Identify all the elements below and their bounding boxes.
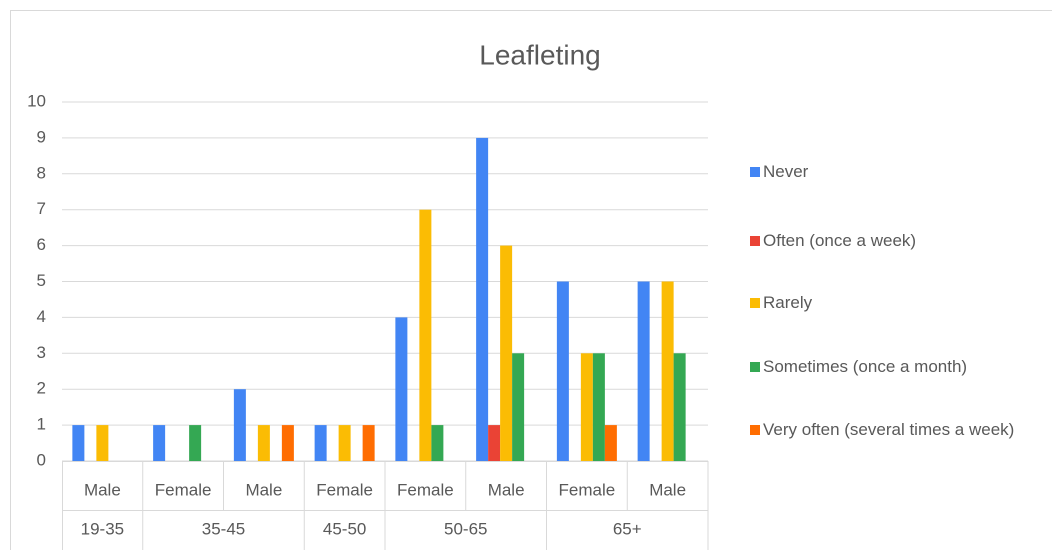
legend-label: Often (once a week) [763, 231, 917, 250]
y-tick-label: 8 [37, 163, 46, 182]
bar [338, 425, 351, 461]
group-label: 45-50 [323, 519, 366, 538]
y-tick-label: 7 [37, 199, 46, 218]
group-label: 65+ [613, 519, 642, 538]
y-tick-label: 10 [27, 91, 46, 110]
x-tick-label: Male [649, 480, 686, 499]
bar [362, 425, 375, 461]
x-tick-label: Male [488, 480, 525, 499]
legend-label: Never [763, 162, 809, 181]
legend-swatch [750, 167, 760, 177]
bar [314, 425, 327, 461]
bar [257, 425, 270, 461]
legend-swatch [750, 362, 760, 372]
y-tick-label: 5 [37, 271, 46, 290]
legend-item: Often (once a week) [750, 230, 1040, 252]
chart-border [10, 10, 1052, 550]
bar [661, 281, 674, 461]
bar [500, 245, 513, 461]
bar [96, 425, 109, 461]
bar [419, 209, 432, 461]
bar [476, 137, 489, 461]
legend-item: Sometimes (once a month) [750, 356, 1040, 378]
legend-swatch [750, 425, 760, 435]
legend-item: Rarely [750, 292, 1040, 314]
x-tick-label: Female [316, 480, 373, 499]
y-tick-label: 0 [37, 450, 46, 469]
y-tick-label: 6 [37, 235, 46, 254]
bar [153, 425, 166, 461]
bar [604, 425, 617, 461]
y-tick-label: 9 [37, 127, 46, 146]
group-label: 19-35 [81, 519, 124, 538]
legend-item: Never [750, 161, 1040, 183]
chart-title: Leafleting [479, 39, 600, 70]
bar [431, 425, 444, 461]
y-tick-label: 4 [37, 307, 46, 326]
bar [556, 281, 569, 461]
bar [189, 425, 202, 461]
y-tick-label: 1 [37, 415, 46, 434]
bar [281, 425, 294, 461]
x-tick-label: Male [84, 480, 121, 499]
y-tick-label: 2 [37, 379, 46, 398]
legend-item: Very often (several times a week) [750, 419, 1040, 441]
legend-swatch [750, 298, 760, 308]
x-tick-label: Male [245, 480, 282, 499]
bar [512, 353, 525, 461]
bar [580, 353, 593, 461]
x-tick-label: Female [155, 480, 212, 499]
x-tick-label: Female [397, 480, 454, 499]
bar [592, 353, 605, 461]
bar [673, 353, 686, 461]
bar [233, 389, 246, 461]
bar [395, 317, 408, 461]
x-tick-label: Female [559, 480, 616, 499]
group-label: 50-65 [444, 519, 487, 538]
group-label: 35-45 [202, 519, 245, 538]
legend-label: Sometimes (once a month) [763, 357, 968, 376]
legend-label: Rarely [763, 293, 813, 312]
bar [637, 281, 650, 461]
bar [72, 425, 85, 461]
legend-swatch [750, 236, 760, 246]
legend-label: Very often (several times a week) [763, 420, 1015, 439]
bar [488, 425, 501, 461]
y-tick-label: 3 [37, 343, 46, 362]
